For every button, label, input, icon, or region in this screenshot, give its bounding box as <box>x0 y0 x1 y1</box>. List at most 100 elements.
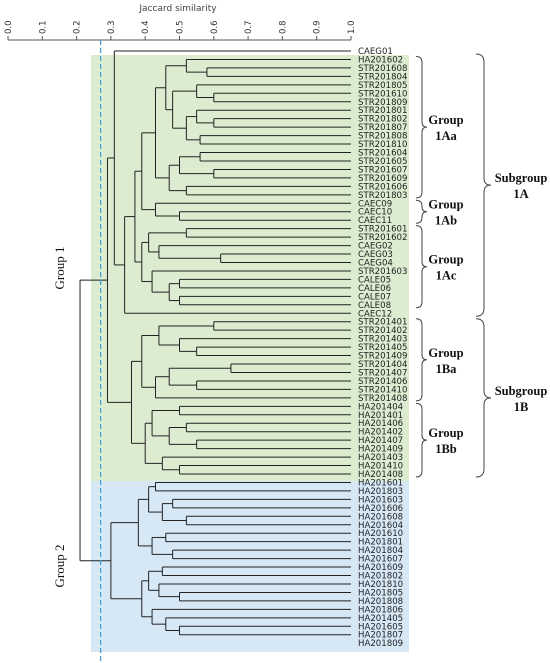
bracket-g1ab <box>415 199 428 224</box>
leaf-label: STR201410 <box>358 385 407 395</box>
bracket-label-s1a: 1A <box>513 187 528 201</box>
leaf-label: HA201805 <box>358 588 403 598</box>
bracket-g1ba <box>415 318 428 402</box>
leaf-label: CAEG03 <box>358 250 393 260</box>
leaf-label: STR201407 <box>358 368 407 378</box>
leaf-label: STR201608 <box>358 64 407 74</box>
leaf-label: CAEC09 <box>358 199 392 209</box>
bracket-label-g1bb: Group <box>428 426 463 440</box>
leaf-label: HA201401 <box>358 411 403 421</box>
leaf-label: CALE07 <box>358 292 391 302</box>
leaf-label: STR201808 <box>358 132 407 142</box>
leaf-label: STR201606 <box>358 182 407 192</box>
axis-tick-label: 0.1 <box>38 20 48 34</box>
axis-tick-label: 0.7 <box>244 20 254 34</box>
leaf-label: HA201801 <box>358 538 403 548</box>
leaf-label: CALE08 <box>358 301 391 311</box>
bracket-annotations <box>415 53 492 478</box>
leaf-label: STR201604 <box>358 149 407 159</box>
leaf-label: HA201610 <box>358 529 403 539</box>
leaf-label: STR201404 <box>358 360 407 370</box>
leaf-label: STR201401 <box>358 318 407 328</box>
leaf-label: HA201404 <box>358 402 403 412</box>
bracket-label-g1ac: Group <box>428 253 463 267</box>
dendrogram-tree <box>79 50 351 636</box>
bracket-s1b <box>475 318 492 478</box>
bracket-g1aa <box>415 55 428 199</box>
leaf-label: HA201608 <box>358 512 403 522</box>
leaf-label: STR201802 <box>358 115 407 125</box>
leaf-label: HA201604 <box>358 521 403 531</box>
leaf-label: STR201408 <box>358 394 407 404</box>
leaf-label: HA201807 <box>358 631 403 641</box>
axis-tick-label: 0.0 <box>4 20 14 34</box>
axis-tick-label: 0.3 <box>107 20 117 34</box>
bracket-label-s1a: Subgroup <box>495 171 548 185</box>
leaf-label: CAEG01 <box>358 47 393 57</box>
leaf-label: HA201802 <box>358 572 403 582</box>
bracket-label-g1ac: 1Ac <box>436 269 457 283</box>
axis-tick-label: 0.5 <box>176 20 186 34</box>
group1-label: Group 1 <box>52 247 67 290</box>
leaf-label: HA201810 <box>358 580 403 590</box>
bracket-label-g1ba: Group <box>428 346 463 360</box>
bracket-label-g1ba: 1Ba <box>436 362 458 376</box>
axis-tick-label: 0.6 <box>210 20 220 34</box>
axis-title: Jaccard similarity <box>138 4 217 14</box>
axis-tick-label: 0.4 <box>141 20 151 34</box>
leaf-label: HA201403 <box>358 453 403 463</box>
leaf-label: CAEC12 <box>358 309 392 319</box>
leaf-label: STR201602 <box>358 233 407 243</box>
leaf-label: CAEG02 <box>358 242 393 252</box>
leaf-label: HA201407 <box>358 436 403 446</box>
leaf-label: HA201609 <box>358 563 403 573</box>
leaf-label: STR201605 <box>358 157 407 167</box>
leaf-label: STR201610 <box>358 89 407 99</box>
leaf-label: STR201402 <box>358 326 407 336</box>
leaf-label: STR201403 <box>358 335 407 345</box>
leaf-label: STR201807 <box>358 123 407 133</box>
leaf-label: HA201406 <box>358 419 403 429</box>
bracket-label-g1ab: 1Ab <box>435 214 457 228</box>
leaf-label: HA201602 <box>358 55 403 65</box>
leaf-label: STR201601 <box>358 225 407 235</box>
leaf-label: HA201803 <box>358 487 403 497</box>
bracket-g1ac <box>415 225 428 309</box>
axis-tick-label: 1.0 <box>347 20 357 34</box>
bracket-s1a <box>475 53 492 317</box>
leaf-label: HA201607 <box>358 555 403 565</box>
leaf-label: HA201603 <box>358 495 403 505</box>
leaf-label: CALE06 <box>358 284 391 294</box>
leaf-labels: CAEG01HA201602STR201608STR201804STR20180… <box>358 47 407 649</box>
leaf-label: STR201803 <box>358 191 407 201</box>
leaf-label: HA201809 <box>358 639 403 649</box>
leaf-label: STR201405 <box>358 343 407 353</box>
bracket-g1bb <box>415 402 428 478</box>
axis-ticks: 0.0 0.1 0.2 0.3 0.4 0.5 0.6 0.7 0.8 0.9 1.0 <box>4 20 357 40</box>
leaf-label: STR201810 <box>358 140 407 150</box>
leaf-label: HA201409 <box>358 445 403 455</box>
axis-tick-label: 0.2 <box>73 20 83 34</box>
leaf-label: STR201801 <box>358 106 407 116</box>
leaf-label: CALE05 <box>358 275 391 285</box>
leaf-label: STR201406 <box>358 377 407 387</box>
bracket-label-s1b: Subgroup <box>495 384 548 398</box>
leaf-label: HA201601 <box>358 478 403 488</box>
bracket-labels: Group 1Aa Group 1Ab Group 1Ac Group 1Ba Group 1Bb… <box>428 113 547 456</box>
leaf-label: STR201609 <box>358 174 407 184</box>
group1-shaded-region <box>91 55 409 481</box>
leaf-label: HA201405 <box>358 614 403 624</box>
leaf-label: STR201607 <box>358 165 407 175</box>
group2-shaded-region <box>91 481 409 652</box>
axis-tick-label: 0.8 <box>278 20 288 34</box>
leaf-label: HA201806 <box>358 605 403 615</box>
group2-label: Group 2 <box>52 545 67 588</box>
axis-tick-label: 0.9 <box>313 20 323 34</box>
bracket-label-g1aa: Group <box>428 113 463 127</box>
leaf-label: HA201808 <box>358 597 403 607</box>
leaf-label: CAEC11 <box>358 216 392 226</box>
leaf-label: HA201605 <box>358 622 403 632</box>
leaf-label: CAEC10 <box>358 208 392 218</box>
leaf-label: STR201409 <box>358 352 407 362</box>
